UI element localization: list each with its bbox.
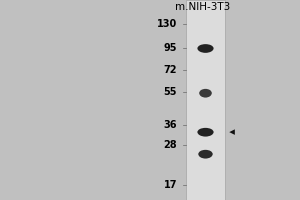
Text: m.NIH-3T3: m.NIH-3T3 [175, 2, 230, 12]
Ellipse shape [199, 89, 212, 98]
Text: 72: 72 [164, 65, 177, 75]
Text: 28: 28 [164, 140, 177, 150]
Text: 55: 55 [164, 87, 177, 97]
Text: 95: 95 [164, 43, 177, 53]
Text: 17: 17 [164, 180, 177, 190]
Ellipse shape [197, 44, 214, 53]
Text: 130: 130 [157, 19, 177, 29]
Text: 36: 36 [164, 120, 177, 130]
Bar [186, 0, 225, 200]
Ellipse shape [198, 150, 213, 159]
Ellipse shape [197, 128, 214, 137]
